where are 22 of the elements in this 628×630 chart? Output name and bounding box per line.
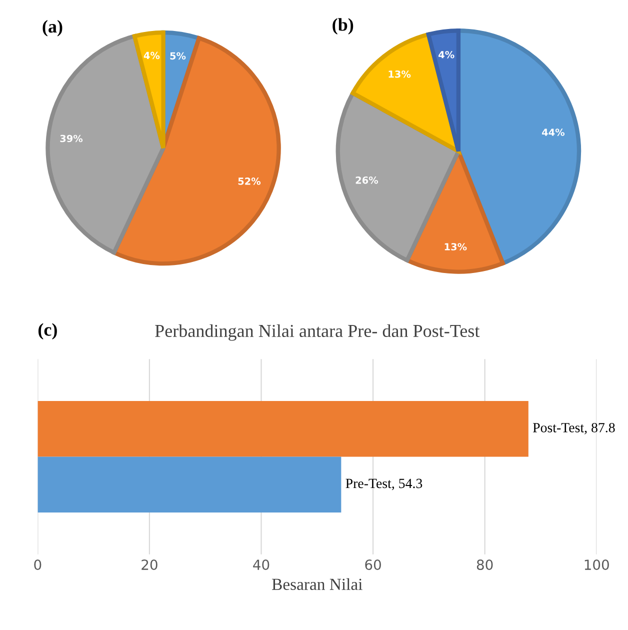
chart-title: Perbandingan Nilai antara Pre- dan Post-Test bbox=[155, 324, 480, 341]
x-tick-label: 80 bbox=[476, 560, 493, 570]
data-label: 13% bbox=[388, 70, 411, 78]
data-label: 44% bbox=[542, 128, 565, 136]
data-label: 5% bbox=[170, 52, 186, 60]
data-label: 4% bbox=[438, 50, 454, 58]
x-tick-label: 100 bbox=[584, 560, 609, 570]
x-tick-label: 20 bbox=[142, 560, 158, 570]
data-label: 39% bbox=[60, 134, 83, 142]
text: (c) bbox=[38, 323, 57, 340]
text: (a) bbox=[42, 20, 62, 36]
x-tick-label: 0 bbox=[34, 560, 42, 570]
x-tick-label: 40 bbox=[253, 560, 270, 570]
data-label: 26% bbox=[356, 176, 378, 184]
x-tick-label: 60 bbox=[365, 560, 381, 570]
data-label: 13% bbox=[444, 243, 467, 250]
data-label: Post-Test, 87.8 bbox=[532, 422, 615, 434]
data-label: Pre-Test, 54.3 bbox=[346, 478, 422, 490]
data-label: 4% bbox=[144, 52, 160, 60]
text: (b) bbox=[332, 18, 354, 34]
x-axis-title: Besaran Nilai bbox=[272, 578, 362, 590]
data-label: 52% bbox=[238, 178, 261, 185]
